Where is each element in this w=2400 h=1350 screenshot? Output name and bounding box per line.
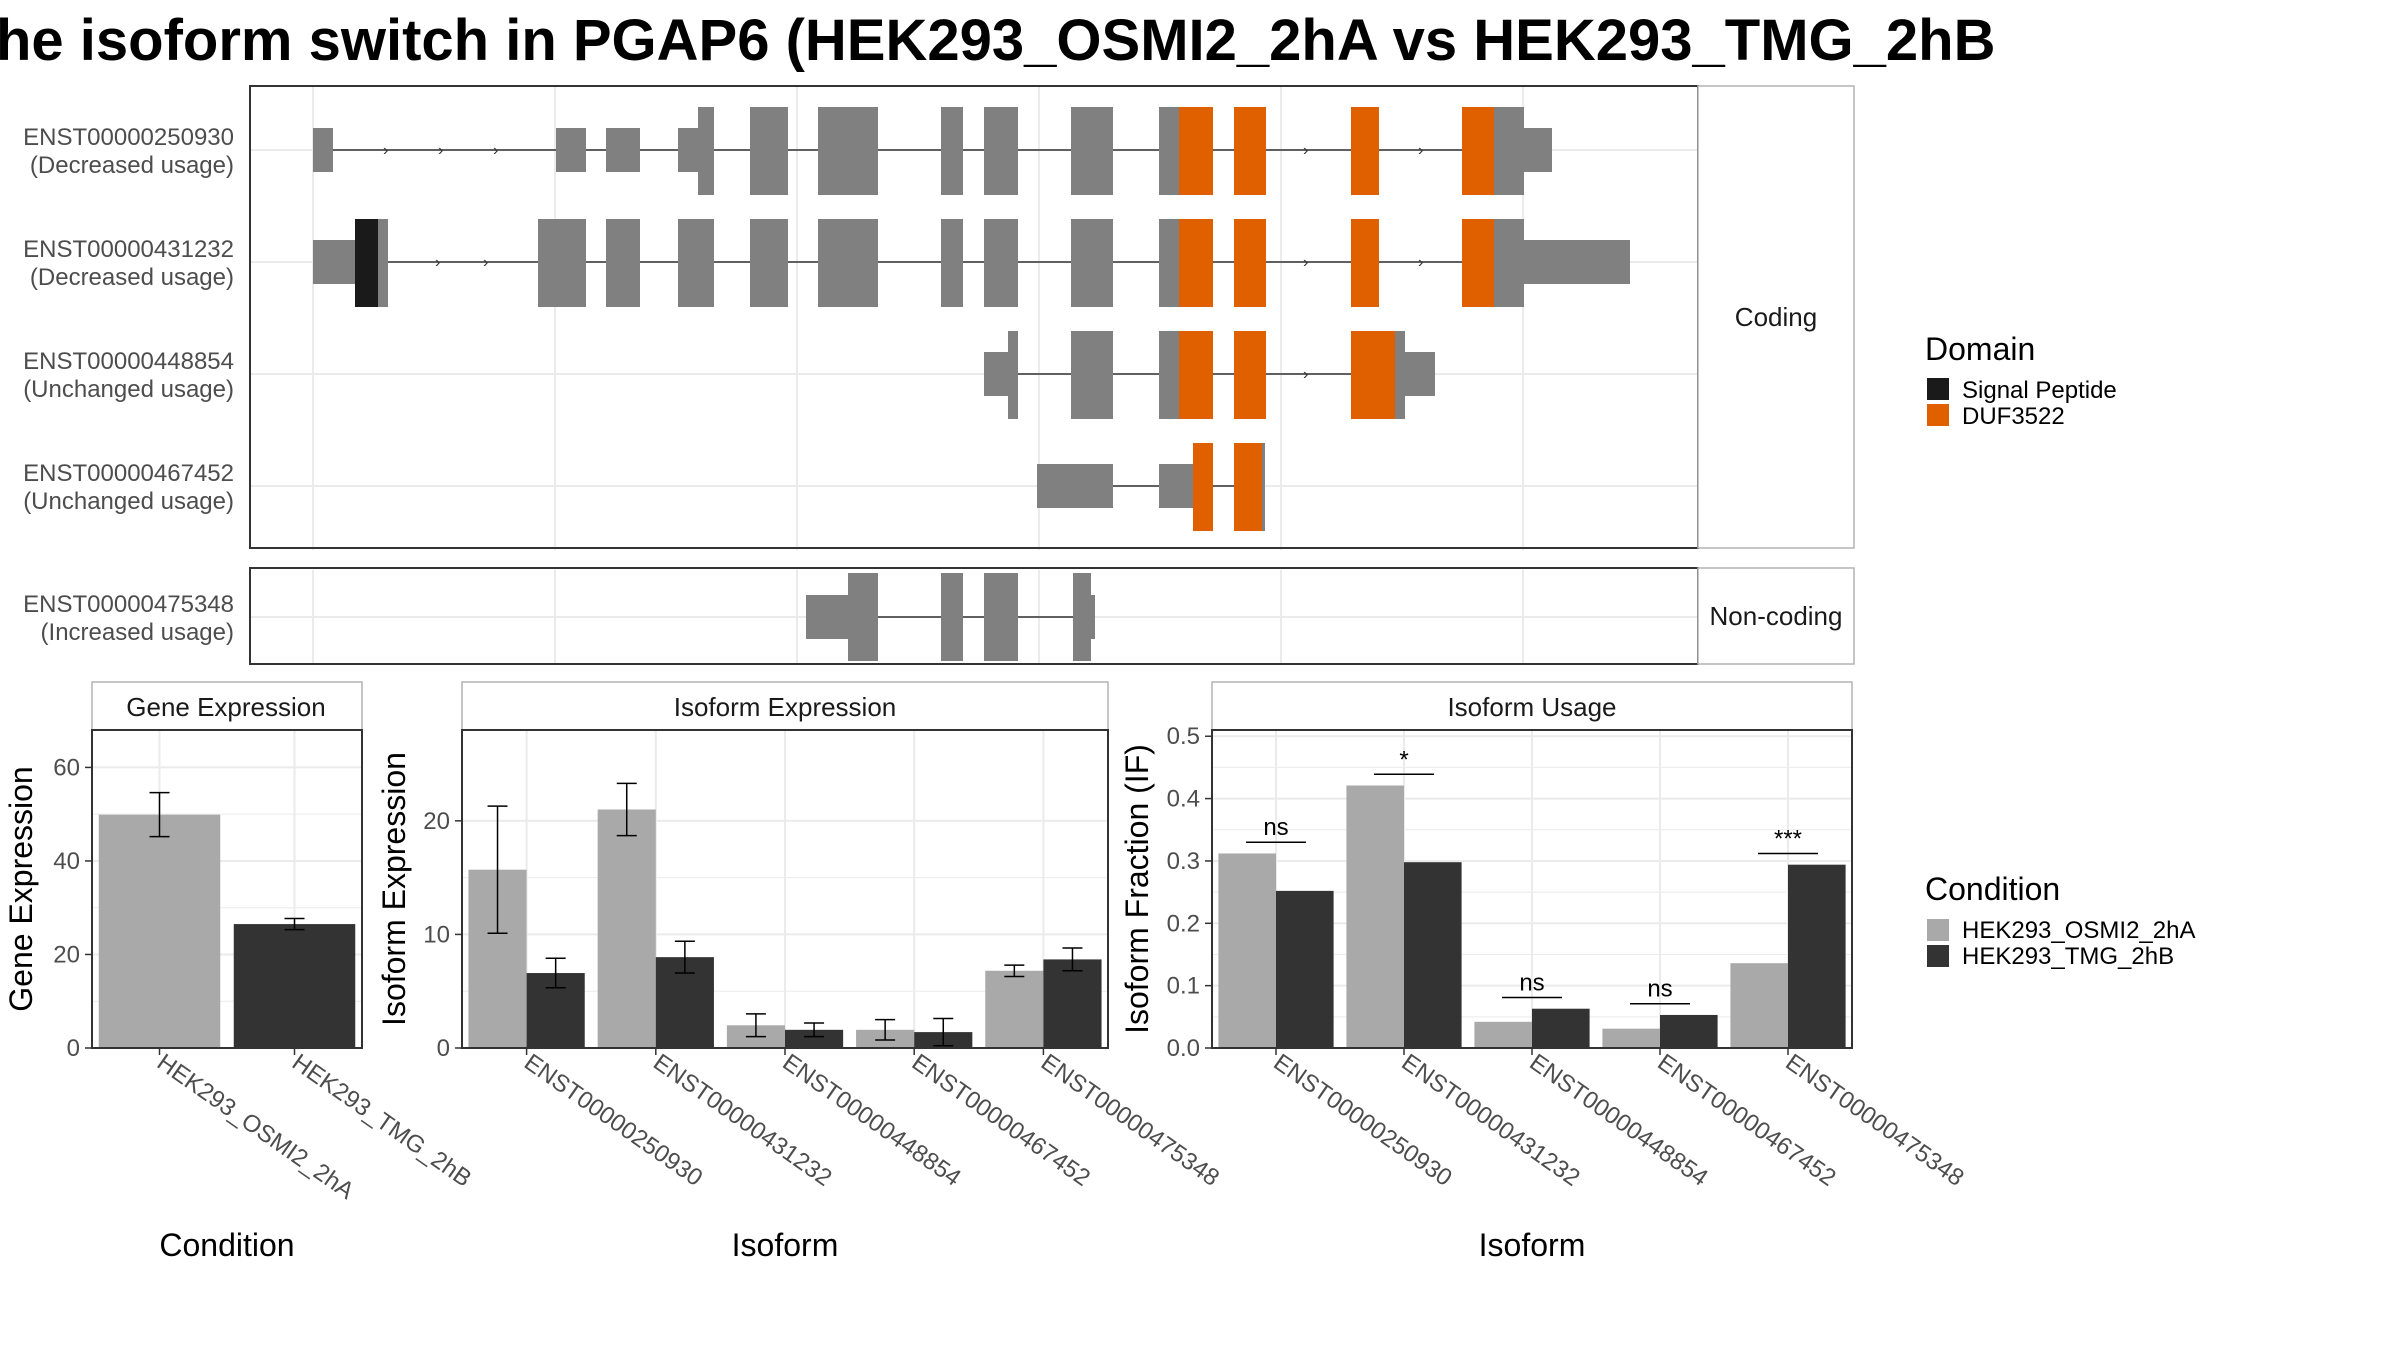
panel-title: Gene Expression — [126, 692, 325, 722]
panel-title: Isoform Usage — [1447, 692, 1616, 722]
legend-swatch-cond-b — [1927, 945, 1949, 967]
y-tick-label: 20 — [423, 808, 450, 835]
svg-text:›: › — [1303, 142, 1308, 159]
x-axis-title: Isoform — [732, 1227, 839, 1263]
row-label-usage: (Decreased usage) — [30, 264, 234, 291]
isoform-usage-chart: Isoform Usage ns * ns ns *** 0.0 0.1 0.2 0.3 0.4 0.… — [1119, 681, 1969, 1263]
legend-swatch-cond-a — [1927, 919, 1949, 941]
bar — [597, 809, 656, 1048]
bar — [1404, 862, 1462, 1048]
isoform-expression-chart: Isoform Expression01020ENST00000250930EN… — [376, 681, 1224, 1263]
y-axis-title: Gene Expression — [3, 766, 39, 1011]
transcript-model-ENST00000475348 — [806, 573, 1095, 661]
panel-title: Isoform Expression — [674, 692, 897, 722]
svg-text:›: › — [483, 254, 488, 271]
row-label-id: ENST00000475348 — [23, 591, 234, 618]
transcript-structure-panel: › › › › › — [23, 85, 1855, 665]
svg-text:›: › — [1303, 254, 1308, 271]
bar — [1474, 1021, 1532, 1048]
x-axis-title: Isoform — [1479, 1227, 1586, 1263]
transcript-model-ENST00000448854: › — [984, 331, 1435, 419]
bar — [1218, 853, 1276, 1048]
bar — [233, 924, 356, 1048]
y-tick-label: 60 — [53, 754, 80, 781]
y-tick-label: 20 — [53, 941, 80, 968]
legend-label-duf3522: DUF3522 — [1962, 403, 2065, 430]
bar — [785, 1029, 844, 1048]
row-label-id: ENST00000448854 — [23, 348, 234, 375]
panel-strip — [91, 681, 363, 731]
y-tick-label: 0.2 — [1167, 910, 1200, 937]
domain-legend-title: Domain — [1925, 331, 2035, 367]
significance-label: ns — [1263, 814, 1288, 841]
condition-legend-title: Condition — [1925, 871, 2060, 907]
row-label-id: ENST00000467452 — [23, 460, 234, 487]
strip-coding: Coding — [1735, 302, 1817, 332]
bar — [1276, 890, 1334, 1048]
row-label-usage: (Increased usage) — [41, 619, 234, 646]
bar — [1788, 864, 1846, 1048]
svg-text:›: › — [435, 254, 440, 271]
row-label-usage: (Unchanged usage) — [23, 488, 234, 515]
transcript-model-ENST00000467452 — [1037, 443, 1265, 531]
figure-title: he isoform switch in PGAP6 (HEK293_OSMI2… — [0, 8, 1995, 73]
legend-label-cond-b: HEK293_TMG_2hB — [1962, 943, 2174, 970]
condition-legend: Condition HEK293_OSMI2_2hA HEK293_TMG_2h… — [1925, 871, 2195, 970]
svg-text:›: › — [493, 142, 498, 159]
bar — [985, 970, 1044, 1048]
gene-expression-chart: Gene Expression0204060HEK293_OSMI2_2hAHE… — [3, 681, 476, 1263]
significance-label: *** — [1774, 825, 1802, 852]
panel-strip — [461, 681, 1109, 731]
bar — [1346, 785, 1404, 1048]
row-label-usage: (Unchanged usage) — [23, 376, 234, 403]
svg-text:›: › — [1418, 254, 1423, 271]
significance-label: ns — [1647, 976, 1672, 1003]
y-tick-label: 10 — [423, 921, 450, 948]
y-tick-label: 40 — [53, 848, 80, 875]
y-tick-label: 0.3 — [1167, 848, 1200, 875]
y-tick-label: 0 — [67, 1035, 80, 1062]
svg-text:›: › — [438, 142, 443, 159]
svg-text:›: › — [1418, 142, 1423, 159]
row-label-usage: (Decreased usage) — [30, 152, 234, 179]
bar — [1602, 1028, 1660, 1048]
row-label-id: ENST00000250930 — [23, 124, 234, 151]
y-tick-label: 0.4 — [1167, 786, 1200, 813]
x-axis-title: Condition — [159, 1227, 294, 1263]
significance-label: ns — [1519, 969, 1544, 996]
bar — [1660, 1014, 1718, 1048]
domain-legend: Domain Signal Peptide DUF3522 — [1925, 331, 2117, 430]
y-tick-label: 0.1 — [1167, 973, 1200, 1000]
y-axis-title: Isoform Expression — [376, 752, 412, 1026]
y-tick-label: 0.5 — [1167, 723, 1200, 750]
row-label-id: ENST00000431232 — [23, 236, 234, 263]
bar — [98, 814, 221, 1048]
svg-text:›: › — [1303, 366, 1308, 383]
svg-text:›: › — [383, 142, 388, 159]
y-tick-label: 0.0 — [1167, 1035, 1200, 1062]
y-tick-label: 0 — [437, 1035, 450, 1062]
panel-frame — [91, 729, 363, 1049]
transcript-model-ENST00000250930: › › › › › — [313, 107, 1552, 195]
legend-label-signal-peptide: Signal Peptide — [1962, 377, 2117, 404]
panel-strip — [1211, 681, 1853, 731]
significance-label: * — [1399, 746, 1408, 773]
bar — [1043, 959, 1102, 1048]
strip-noncoding: Non-coding — [1710, 601, 1843, 631]
bar — [1532, 1008, 1590, 1048]
legend-label-cond-a: HEK293_OSMI2_2hA — [1962, 917, 2195, 944]
y-axis-title: Isoform Fraction (IF) — [1119, 744, 1155, 1034]
bar — [1730, 963, 1788, 1048]
legend-swatch-duf3522 — [1927, 404, 1949, 426]
legend-swatch-signal-peptide — [1927, 378, 1949, 400]
transcript-model-ENST00000431232: › › › › — [313, 219, 1630, 307]
